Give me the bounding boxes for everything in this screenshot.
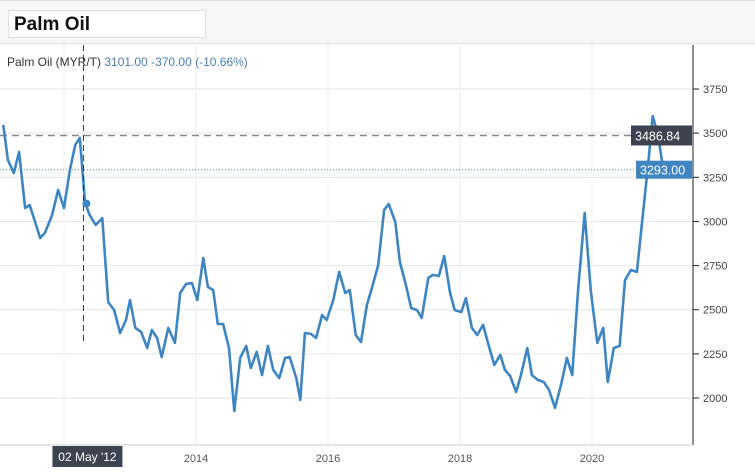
price-series-line bbox=[2, 114, 665, 413]
y-tick-label: 2000 bbox=[703, 393, 727, 405]
last-price-label: 3293.00 bbox=[640, 164, 685, 178]
x-tick-label: 2018 bbox=[448, 453, 472, 465]
y-tick-label: 3250 bbox=[703, 172, 727, 184]
y-tick-label: 3750 bbox=[703, 84, 727, 96]
crosshair-date-label: 02 May '12 bbox=[58, 450, 117, 464]
crosshair-price-label: 3486.84 bbox=[635, 129, 680, 143]
x-tick-label: 2014 bbox=[184, 453, 208, 465]
y-tick-label: 3500 bbox=[703, 128, 727, 140]
legend-series-name: Palm Oil (MYR/T) bbox=[7, 55, 101, 69]
y-tick-label: 2750 bbox=[703, 261, 727, 273]
crosshair-price-label-bg bbox=[631, 125, 692, 146]
page-title: Palm Oil bbox=[14, 14, 91, 35]
last-price-label-bg bbox=[636, 160, 692, 179]
y-tick-label: 3000 bbox=[703, 216, 727, 228]
chart-legend: Palm Oil (MYR/T) 3101.00 -370.00 (-10.66… bbox=[7, 55, 248, 69]
x-tick-label: 2016 bbox=[316, 453, 340, 465]
y-tick-label: 2250 bbox=[703, 349, 727, 361]
x-tick-label: 2020 bbox=[580, 453, 604, 465]
highlight-point-marker bbox=[82, 199, 91, 208]
crosshair-date-label-bg bbox=[52, 446, 123, 467]
header-bar: Palm Oil bbox=[0, 0, 755, 44]
y-tick-label: 2500 bbox=[703, 305, 727, 317]
legend-value: 3101.00 bbox=[104, 55, 148, 69]
legend-change: -370.00 (-10.66%) bbox=[151, 55, 248, 69]
title-box: Palm Oil bbox=[8, 10, 206, 38]
